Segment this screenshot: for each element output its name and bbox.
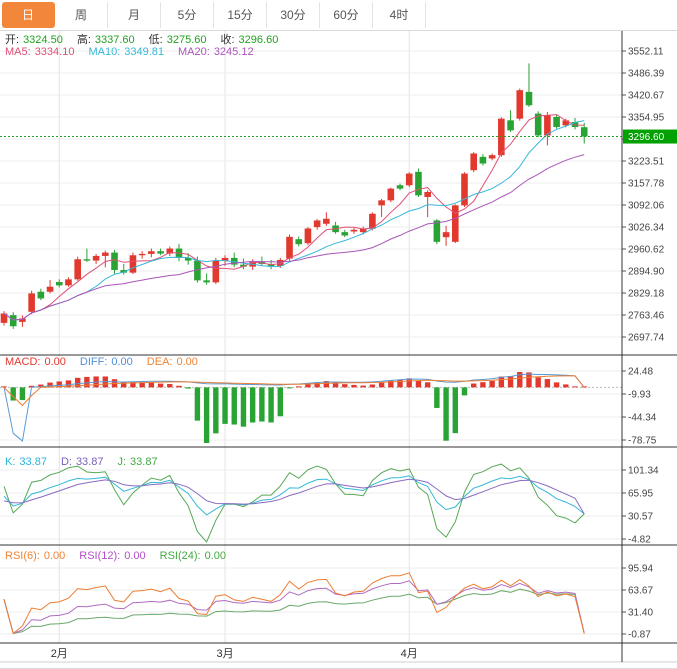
price-axis-labels: 3552.11 3486.39 3420.67 3354.95 3223.51 3157.…	[622, 47, 665, 344]
svg-text:3157.78: 3157.78	[628, 179, 665, 190]
svg-text:-9.93: -9.93	[628, 389, 651, 400]
svg-text:65.95: 65.95	[628, 489, 653, 500]
rsi12-line	[3, 580, 585, 635]
svg-text:2697.74: 2697.74	[628, 333, 665, 344]
svg-text:4月: 4月	[401, 648, 418, 660]
svg-text:3354.95: 3354.95	[628, 113, 665, 124]
svg-text:2763.46: 2763.46	[628, 311, 665, 322]
rsi-axis-labels: 95.94 63.67 31.40 -0.87	[622, 564, 653, 640]
svg-text:101.34: 101.34	[628, 466, 659, 477]
svg-text:3月: 3月	[216, 648, 233, 660]
svg-text:2894.90: 2894.90	[628, 267, 665, 278]
current-price-badge	[623, 129, 677, 144]
ma10-line	[3, 120, 585, 321]
kdj-gridlines	[0, 469, 622, 540]
tab-week[interactable]: 周	[55, 2, 108, 28]
svg-text:3223.51: 3223.51	[628, 157, 665, 168]
tab-15min[interactable]: 15分	[214, 2, 267, 28]
ma5-line	[3, 114, 585, 321]
dea-line	[3, 375, 585, 407]
tab-4hour[interactable]: 4时	[373, 2, 426, 28]
tab-30min[interactable]: 30分	[267, 2, 320, 28]
rsi24-line	[3, 588, 585, 634]
svg-text:24.48: 24.48	[628, 367, 653, 378]
macd-axis-labels: 24.48 -9.93 -44.34 -78.75	[622, 367, 657, 446]
month-gridlines	[58, 30, 410, 643]
tab-60min[interactable]: 60分	[320, 2, 373, 28]
svg-text:2829.18: 2829.18	[628, 289, 665, 300]
k-line	[3, 475, 585, 516]
j-line	[3, 463, 585, 543]
current-price-label: 3296.60	[628, 132, 665, 143]
svg-text:-44.34: -44.34	[628, 412, 657, 423]
svg-text:3486.39: 3486.39	[628, 69, 665, 80]
tab-month[interactable]: 月	[108, 2, 161, 28]
month-labels: 2月 3月 4月	[51, 648, 418, 660]
svg-text:3552.11: 3552.11	[628, 47, 664, 58]
ma20-line	[3, 154, 585, 321]
svg-text:-4.82: -4.82	[628, 535, 651, 546]
svg-text:95.94: 95.94	[628, 564, 653, 575]
svg-text:3026.34: 3026.34	[628, 223, 665, 234]
svg-text:3420.67: 3420.67	[628, 91, 665, 102]
svg-text:31.40: 31.40	[628, 607, 653, 618]
kdj-axis-labels: 101.34 65.95 30.57 -4.82	[622, 466, 659, 546]
rsi-gridlines	[0, 567, 622, 635]
svg-text:2960.62: 2960.62	[628, 245, 665, 256]
svg-text:3092.06: 3092.06	[628, 201, 665, 212]
macd-histogram	[1, 372, 587, 443]
svg-text:63.67: 63.67	[628, 585, 653, 596]
svg-text:-0.87: -0.87	[628, 629, 651, 640]
svg-text:2月: 2月	[51, 648, 68, 660]
svg-text:30.57: 30.57	[628, 512, 653, 523]
timeframe-tabbar: 日周月 5分 15分 30分 60分 4时	[0, 0, 677, 31]
rsi6-line	[3, 572, 585, 635]
price-gridlines	[0, 50, 622, 338]
macd-gridlines	[0, 370, 622, 441]
d-line	[3, 478, 585, 515]
svg-text:-78.75: -78.75	[628, 435, 657, 446]
panel-dividers	[0, 354, 677, 663]
candlesticks	[0, 63, 588, 329]
tab-day[interactable]: 日	[2, 2, 55, 28]
tab-5min[interactable]: 5分	[161, 2, 214, 28]
